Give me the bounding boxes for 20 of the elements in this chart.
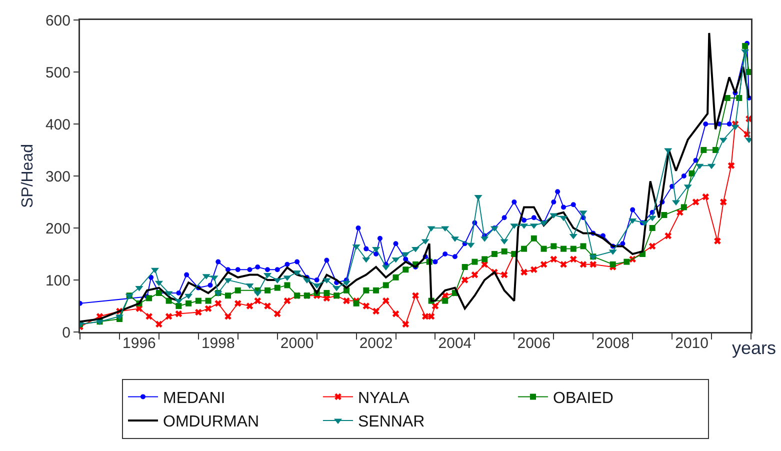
x-tick-label: 1998 bbox=[201, 335, 235, 352]
x-tick-label: 2002 bbox=[359, 335, 393, 352]
x-tick-label: 2000 bbox=[280, 335, 314, 352]
x-tick-label: 2010 bbox=[675, 335, 708, 352]
x-tick-label: 2006 bbox=[517, 335, 551, 352]
x-axis-title: years bbox=[732, 338, 776, 358]
legend-label: OBAIED bbox=[553, 390, 614, 407]
legend-label: NYALA bbox=[358, 390, 410, 407]
y-tick-label: 400 bbox=[45, 116, 70, 134]
x-tick-label: 2004 bbox=[438, 335, 472, 352]
y-tick-label: 200 bbox=[45, 220, 70, 238]
y-tick-label: 500 bbox=[45, 64, 70, 82]
y-tick-label: 100 bbox=[45, 272, 70, 290]
y-tick-label: 600 bbox=[45, 12, 70, 30]
y-tick-label: 300 bbox=[45, 168, 70, 186]
legend-label: MEDANI bbox=[163, 390, 226, 407]
y-tick-label: 0 bbox=[62, 324, 70, 342]
x-tick-label: 2008 bbox=[596, 335, 630, 352]
x-tick-label: 1996 bbox=[122, 335, 156, 352]
y-axis-title: SP/Head bbox=[20, 144, 37, 208]
